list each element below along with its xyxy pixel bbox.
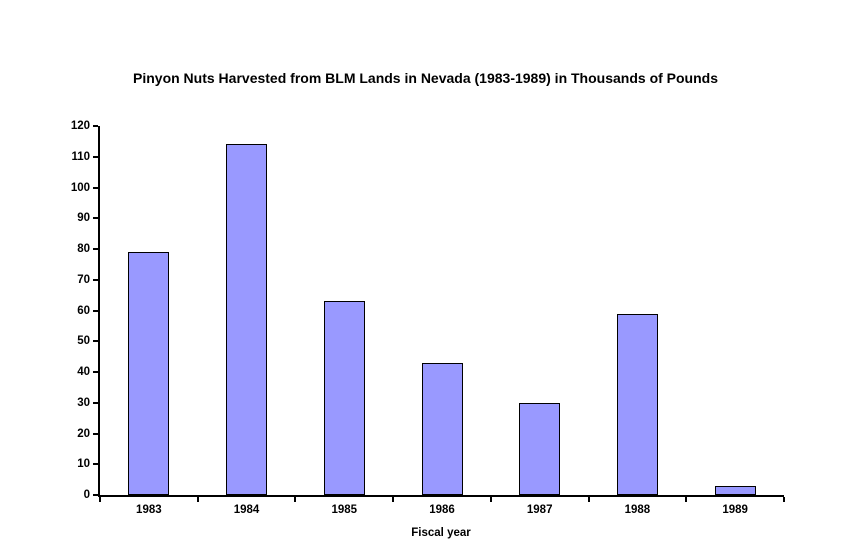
y-tick-label: 30: [77, 396, 90, 409]
x-axis-tick: [99, 497, 101, 502]
y-axis-tick: [93, 309, 98, 312]
y-axis-tick: [93, 248, 98, 250]
x-axis-tick: [685, 497, 688, 502]
x-tick-label: 1985: [331, 504, 358, 516]
x-tick-label: 1988: [624, 504, 651, 516]
x-tick-label: 1986: [429, 504, 455, 516]
y-axis-tick: [93, 155, 98, 158]
x-axis-tick: [489, 497, 492, 502]
y-tick-label: 120: [70, 120, 90, 132]
y-tick-label: 20: [77, 427, 90, 440]
y-axis-tick: [93, 432, 98, 435]
y-axis-tick: [93, 278, 98, 281]
y-tick-label: 60: [77, 304, 90, 317]
x-axis-tick: [392, 497, 395, 502]
y-tick-label: 0: [83, 489, 90, 501]
x-axis-tick: [587, 497, 590, 502]
bar-1987: [519, 402, 561, 495]
x-tick-label: 1987: [526, 504, 553, 516]
y-tick-label: 40: [77, 366, 90, 378]
bar-1984: [226, 144, 268, 495]
y-axis-tick: [93, 371, 98, 373]
y-tick-label: 10: [77, 458, 90, 471]
y-tick-label: 80: [77, 243, 90, 255]
y-axis-tick: [93, 494, 98, 496]
x-axis-tick: [294, 497, 297, 502]
y-axis-tick: [93, 125, 98, 127]
plot-area: 0 10 20 30 40 50 60 70 80 90 100 110 120 1983 1984 1985…: [71, 120, 785, 516]
bar-1985: [323, 301, 365, 495]
y-tick-label: 50: [77, 335, 90, 348]
y-axis-tick: [93, 401, 98, 404]
y-tick-label: 70: [77, 273, 90, 286]
x-axis-label: Fiscal year: [411, 527, 471, 539]
x-tick-label: 1983: [136, 504, 162, 516]
bar-1986: [421, 362, 463, 495]
x-tick-label: 1984: [233, 504, 260, 516]
y-tick-label: 90: [77, 212, 90, 225]
y-axis-tick: [93, 463, 98, 466]
y-axis-tick: [93, 217, 98, 220]
x-axis-tick: [196, 497, 199, 502]
bar-1983: [128, 252, 170, 495]
bar-1988: [616, 313, 658, 495]
y-axis-tick: [93, 186, 98, 189]
y-tick-label: 110: [71, 150, 90, 163]
x-tick-label: 1989: [722, 504, 748, 516]
y-axis-tick: [93, 340, 98, 343]
bar-1989: [714, 485, 756, 495]
x-axis-tick: [783, 497, 785, 502]
chart-title: Pinyon Nuts Harvested from BLM Lands in …: [133, 70, 718, 86]
y-tick-label: 100: [70, 181, 90, 194]
